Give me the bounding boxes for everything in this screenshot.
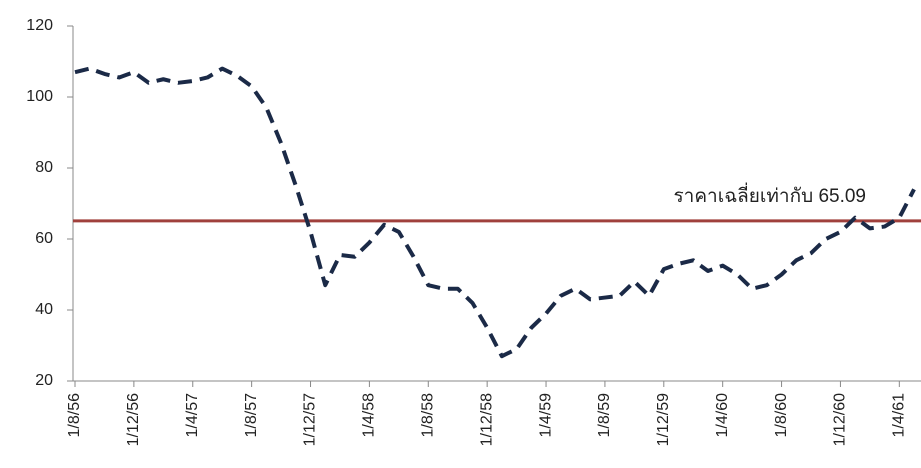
- y-tick-label: 60: [35, 230, 53, 247]
- x-tick-label: 1/12/58: [478, 393, 495, 446]
- average-label: ราคาเฉลี่ยเท่ากับ 65.09: [673, 182, 866, 207]
- x-tick-label: 1/8/60: [773, 393, 790, 438]
- x-tick-label: 1/12/60: [832, 393, 849, 446]
- x-tick-label: 1/8/58: [419, 393, 436, 438]
- x-tick-label: 1/4/57: [184, 393, 201, 438]
- x-tick-label: 1/4/60: [714, 393, 731, 438]
- y-tick-label: 100: [26, 88, 53, 105]
- x-tick-label: 1/8/57: [243, 393, 260, 438]
- x-tick-label: 1/4/59: [537, 393, 554, 438]
- y-tick-label: 20: [35, 372, 53, 389]
- x-tick-label: 1/8/56: [66, 393, 83, 438]
- x-tick-label: 1/12/57: [302, 393, 319, 446]
- x-tick-label: 1/8/59: [596, 393, 613, 438]
- x-tick-label: 1/4/58: [361, 393, 378, 438]
- x-tick-label: 1/12/59: [655, 393, 672, 446]
- y-tick-label: 120: [26, 17, 53, 34]
- y-tick-label: 80: [35, 159, 53, 176]
- x-tick-label: 1/4/61: [891, 393, 908, 438]
- y-tick-label: 40: [35, 301, 53, 318]
- x-tick-label: 1/12/56: [125, 393, 142, 446]
- data-line: [74, 66, 916, 359]
